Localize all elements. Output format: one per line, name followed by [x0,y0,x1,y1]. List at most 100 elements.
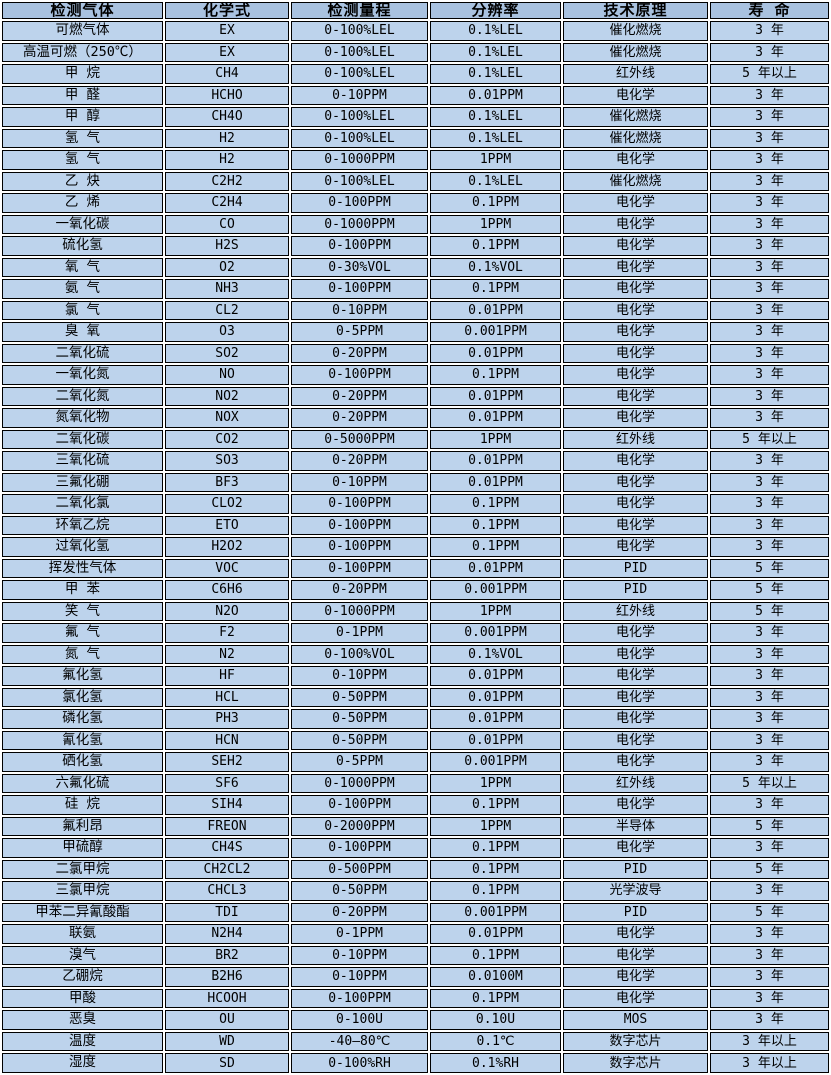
cell-range: 0-1000PPM [291,150,428,170]
cell-gas-name: 氧 气 [2,257,163,277]
table-row: 环氧乙烷 ETO 0-100PPM 0.1PPM 电化学 3 年 [2,515,829,535]
cell-principle: 电化学 [563,300,708,320]
cell-gas-name: 溴气 [2,945,163,965]
cell-lifespan: 3 年 [710,193,829,213]
cell-range: 0-100PPM [291,193,428,213]
cell-principle: 电化学 [563,795,708,815]
cell-gas-name: 联氨 [2,924,163,944]
cell-resolution: 0.1%LEL [430,171,561,191]
cell-lifespan: 3 年 [710,709,829,729]
cell-lifespan: 3 年 [710,988,829,1008]
cell-gas-name: 氮 气 [2,644,163,664]
cell-resolution: 0.1PPM [430,279,561,299]
cell-formula: O3 [165,322,289,342]
cell-gas-name: 甲 醇 [2,107,163,127]
cell-lifespan: 3 年 [710,945,829,965]
cell-lifespan: 3 年 [710,451,829,471]
cell-resolution: 0.01PPM [430,924,561,944]
cell-formula: SIH4 [165,795,289,815]
table-row: 硫化氢 H2S 0-100PPM 0.1PPM 电化学 3 年 [2,236,829,256]
cell-range: 0-10PPM [291,300,428,320]
cell-resolution: 0.001PPM [430,752,561,772]
cell-range: 0-20PPM [291,580,428,600]
cell-range: 0-100U [291,1010,428,1030]
cell-gas-name: 氢 气 [2,128,163,148]
cell-formula: F2 [165,623,289,643]
cell-lifespan: 3 年 [710,300,829,320]
cell-gas-name: 氢 气 [2,150,163,170]
table-row: 甲 烷 CH4 0-100%LEL 0.1%LEL 红外线 5 年以上 [2,64,829,84]
table-row: 一氧化碳 CO 0-1000PPM 1PPM 电化学 3 年 [2,214,829,234]
cell-lifespan: 3 年以上 [710,1031,829,1051]
cell-formula: CHCL3 [165,881,289,901]
cell-formula: N2H4 [165,924,289,944]
table-row: 甲酸 HCOOH 0-100PPM 0.1PPM 电化学 3 年 [2,988,829,1008]
cell-formula: SEH2 [165,752,289,772]
cell-gas-name: 湿度 [2,1053,163,1073]
cell-formula: BR2 [165,945,289,965]
cell-range: 0-50PPM [291,881,428,901]
cell-range: 0-20PPM [291,343,428,363]
cell-lifespan: 3 年 [710,730,829,750]
cell-resolution: 1PPM [430,773,561,793]
cell-resolution: 0.1PPM [430,193,561,213]
cell-formula: CH4 [165,64,289,84]
cell-gas-name: 恶臭 [2,1010,163,1030]
table-row: 氢 气 H2 0-1000PPM 1PPM 电化学 3 年 [2,150,829,170]
cell-principle: 红外线 [563,601,708,621]
cell-lifespan: 3 年以上 [710,1053,829,1073]
cell-principle: 电化学 [563,214,708,234]
table-row: 臭 氧 O3 0-5PPM 0.001PPM 电化学 3 年 [2,322,829,342]
table-row: 湿度 SD 0-100%RH 0.1%RH 数字芯片 3 年以上 [2,1053,829,1073]
cell-principle: 电化学 [563,945,708,965]
table-row: 氯化氢 HCL 0-50PPM 0.01PPM 电化学 3 年 [2,687,829,707]
cell-principle: 红外线 [563,429,708,449]
cell-lifespan: 3 年 [710,21,829,41]
table-row: 乙硼烷 B2H6 0-10PPM 0.0100M 电化学 3 年 [2,967,829,987]
cell-gas-name: 环氧乙烷 [2,515,163,535]
table-row: 氮 气 N2 0-100%VOL 0.1%VOL 电化学 3 年 [2,644,829,664]
cell-formula: HCOOH [165,988,289,1008]
cell-principle: 催化燃烧 [563,42,708,62]
cell-range: 0-5000PPM [291,429,428,449]
cell-gas-name: 挥发性气体 [2,558,163,578]
cell-lifespan: 3 年 [710,257,829,277]
cell-gas-name: 氟化氢 [2,666,163,686]
table-row: 乙 炔 C2H2 0-100%LEL 0.1%LEL 催化燃烧 3 年 [2,171,829,191]
cell-gas-name: 氨 气 [2,279,163,299]
cell-range: 0-100%LEL [291,21,428,41]
cell-principle: 电化学 [563,150,708,170]
cell-principle: PID [563,580,708,600]
table-row: 恶臭 OU 0-100U 0.10U MOS 3 年 [2,1010,829,1030]
cell-formula: C2H2 [165,171,289,191]
cell-range: 0-100%LEL [291,128,428,148]
cell-lifespan: 3 年 [710,42,829,62]
cell-principle: 电化学 [563,924,708,944]
column-header-lifespan: 寿 命 [710,2,829,19]
cell-formula: H2O2 [165,537,289,557]
cell-lifespan: 3 年 [710,365,829,385]
cell-gas-name: 六氟化硫 [2,773,163,793]
table-row: 三氧化硫 SO3 0-20PPM 0.01PPM 电化学 3 年 [2,451,829,471]
cell-lifespan: 3 年 [710,386,829,406]
cell-principle: 电化学 [563,537,708,557]
cell-principle: 电化学 [563,365,708,385]
cell-resolution: 0.01PPM [430,451,561,471]
cell-resolution: 0.1PPM [430,945,561,965]
cell-principle: 电化学 [563,709,708,729]
cell-resolution: 0.1PPM [430,881,561,901]
cell-range: 0-10PPM [291,85,428,105]
cell-principle: PID [563,558,708,578]
cell-gas-name: 一氧化氮 [2,365,163,385]
cell-range: 0-100%VOL [291,644,428,664]
cell-gas-name: 笑 气 [2,601,163,621]
cell-formula: HCHO [165,85,289,105]
cell-formula: NOX [165,408,289,428]
cell-resolution: 0.01PPM [430,85,561,105]
cell-range: 0-10PPM [291,945,428,965]
cell-lifespan: 5 年 [710,859,829,879]
cell-formula: CLO2 [165,494,289,514]
cell-formula: NO2 [165,386,289,406]
cell-resolution: 1PPM [430,601,561,621]
